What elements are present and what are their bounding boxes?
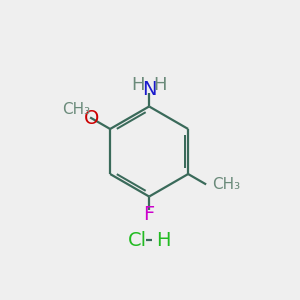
Text: O: O [84,109,99,128]
Text: CH₃: CH₃ [61,102,90,117]
Text: F: F [143,205,155,224]
Text: Cl: Cl [128,231,147,250]
Text: H: H [156,231,170,250]
Text: N: N [142,80,156,99]
Text: H: H [154,76,167,94]
Text: CH₃: CH₃ [212,177,240,192]
Text: H: H [131,76,145,94]
